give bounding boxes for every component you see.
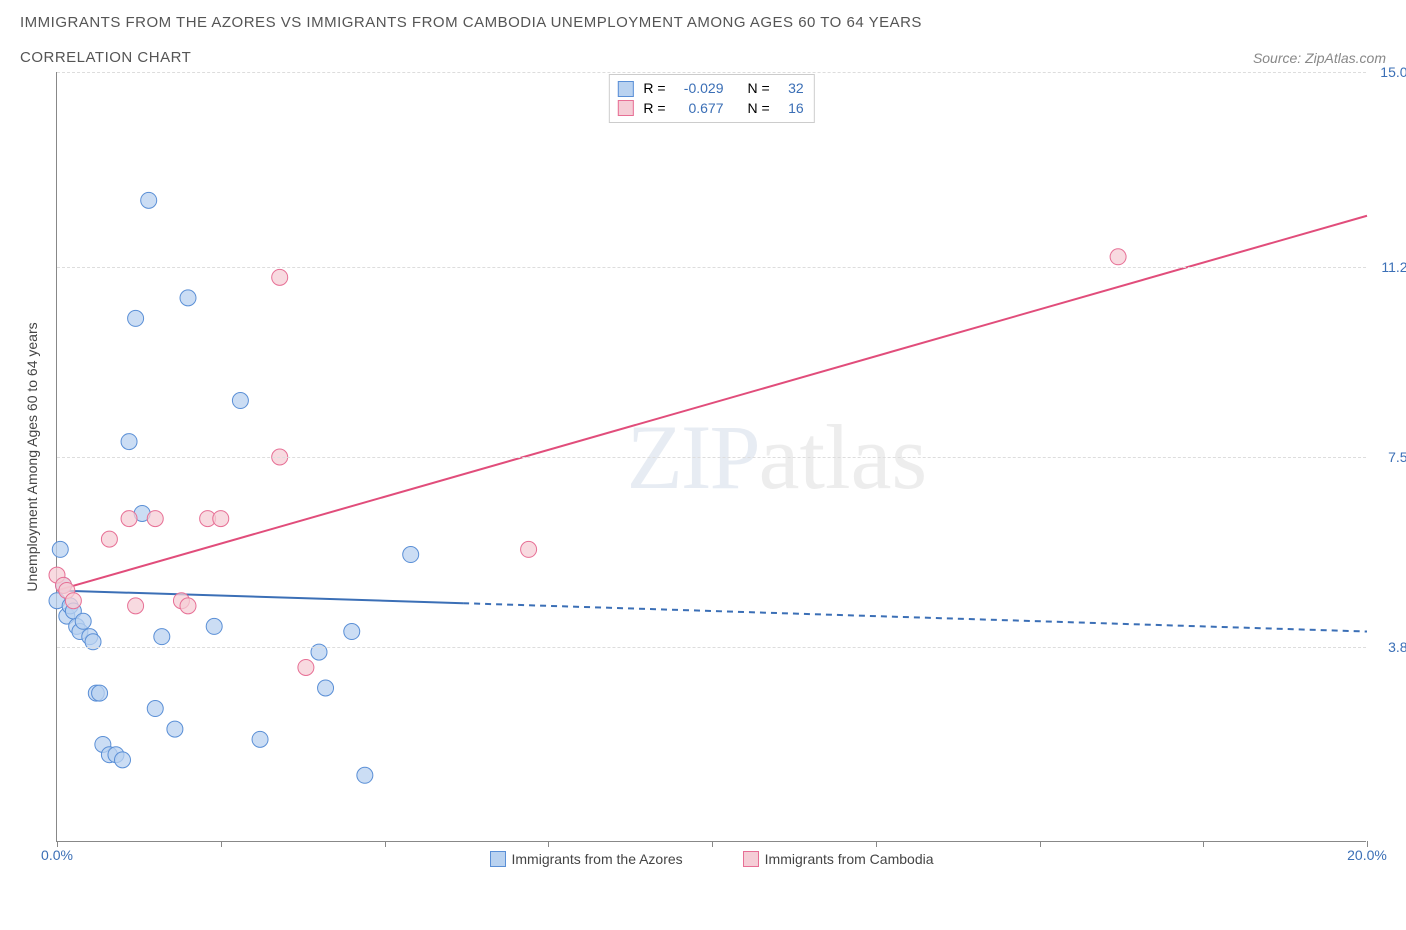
subtitle-row: CORRELATION CHART Source: ZipAtlas.com — [20, 49, 1386, 66]
swatch-cambodia-icon — [617, 100, 633, 116]
x-tick — [221, 841, 222, 847]
r-value-azores: -0.029 — [676, 79, 724, 99]
stats-row-azores: R = -0.029 N = 32 — [617, 79, 803, 99]
gridline — [57, 267, 1366, 268]
n-label: N = — [748, 99, 770, 119]
gridline — [57, 72, 1366, 73]
x-tick — [712, 841, 713, 847]
swatch-azores-icon — [490, 851, 506, 867]
y-tick-label: 11.2% — [1381, 259, 1406, 275]
stats-legend: R = -0.029 N = 32 R = 0.677 N = 16 — [608, 74, 814, 123]
n-value-azores: 32 — [780, 79, 804, 99]
y-tick-label: 7.5% — [1388, 449, 1406, 465]
plot-area: R = -0.029 N = 32 R = 0.677 N = 16 ZIPat… — [56, 72, 1366, 842]
x-tick — [385, 841, 386, 847]
legend-item-cambodia: Immigrants from Cambodia — [743, 851, 934, 867]
y-axis-label: Unemployment Among Ages 60 to 64 years — [24, 322, 40, 591]
y-tick-label: 15.0% — [1380, 64, 1406, 80]
n-label: N = — [748, 79, 770, 99]
chart-container: Unemployment Among Ages 60 to 64 years R… — [56, 72, 1386, 842]
x-tick — [1203, 841, 1204, 847]
swatch-cambodia-icon — [743, 851, 759, 867]
x-tick-label: 20.0% — [1347, 847, 1387, 863]
gridline — [57, 647, 1366, 648]
legend-item-azores: Immigrants from the Azores — [490, 851, 683, 867]
y-tick-label: 3.8% — [1388, 639, 1406, 655]
swatch-azores-icon — [617, 81, 633, 97]
n-value-cambodia: 16 — [780, 99, 804, 119]
source-label: Source: ZipAtlas.com — [1253, 50, 1386, 66]
stats-row-cambodia: R = 0.677 N = 16 — [617, 99, 803, 119]
gridline — [57, 457, 1366, 458]
chart-subtitle: CORRELATION CHART — [20, 49, 191, 66]
x-tick-label: 0.0% — [41, 847, 73, 863]
legend-label-cambodia: Immigrants from Cambodia — [765, 851, 934, 867]
chart-title: IMMIGRANTS FROM THE AZORES VS IMMIGRANTS… — [20, 14, 1386, 31]
x-tick — [548, 841, 549, 847]
x-tick — [1040, 841, 1041, 847]
x-tick — [876, 841, 877, 847]
r-value-cambodia: 0.677 — [676, 99, 724, 119]
r-label: R = — [643, 99, 665, 119]
legend-label-azores: Immigrants from the Azores — [512, 851, 683, 867]
r-label: R = — [643, 79, 665, 99]
bottom-legend: Immigrants from the Azores Immigrants fr… — [57, 851, 1366, 867]
